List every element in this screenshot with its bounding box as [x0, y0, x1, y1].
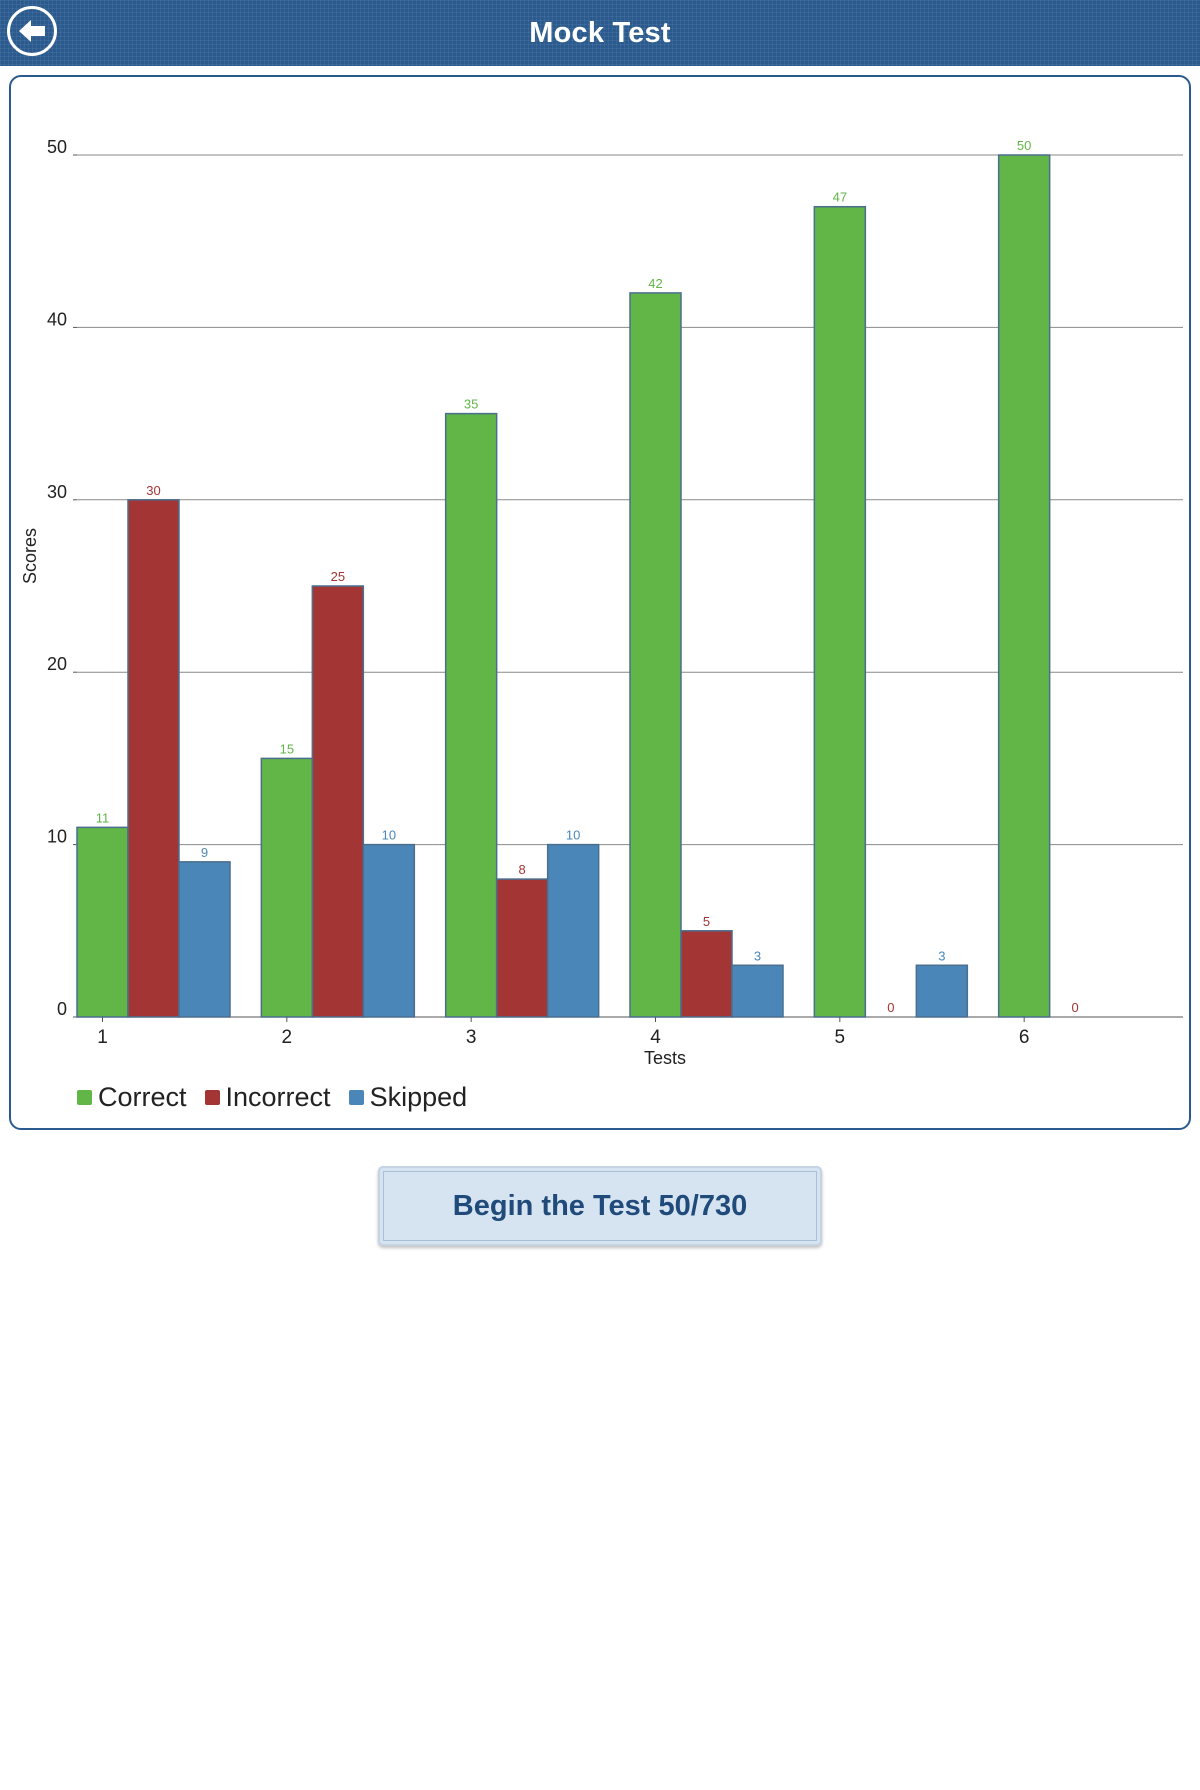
- legend-label-correct: Correct: [98, 1081, 187, 1112]
- legend-swatch-skipped: [348, 1089, 364, 1105]
- legend-label-incorrect: Incorrect: [225, 1081, 331, 1112]
- data-label: 5: [703, 914, 710, 929]
- legend-item-incorrect: Incorrect: [204, 1081, 331, 1113]
- app-header: Mock Test: [0, 0, 1200, 66]
- legend-item-correct: Correct: [77, 1082, 187, 1113]
- bar-correct-5: [813, 205, 867, 1018]
- data-label: 3: [938, 948, 945, 963]
- y-tick-label: 40: [47, 309, 67, 329]
- back-button[interactable]: [7, 6, 57, 56]
- page-title: Mock Test: [529, 17, 671, 49]
- legend-swatch-incorrect: [204, 1089, 220, 1105]
- data-label: 9: [201, 845, 208, 860]
- data-label: 10: [382, 828, 396, 843]
- legend-label-skipped: Skipped: [369, 1081, 468, 1112]
- x-tick-label: 6: [1019, 1027, 1030, 1048]
- legend-swatch-correct: [77, 1089, 92, 1105]
- x-axis-label: Tests: [644, 1048, 686, 1068]
- bar-skipped-1: [178, 861, 231, 1018]
- bar-incorrect-2: [311, 585, 365, 1018]
- chart-legend: Correct Incorrect Skipped: [77, 1079, 467, 1115]
- data-label: 25: [331, 569, 345, 584]
- data-label: 42: [648, 276, 662, 291]
- y-tick-label: 50: [47, 137, 67, 157]
- y-tick-label: 10: [47, 827, 67, 847]
- bar-correct-1: [76, 826, 129, 1018]
- legend-item-skipped: Skipped: [348, 1081, 468, 1113]
- begin-test-button[interactable]: Begin the Test 50/730: [378, 1166, 822, 1246]
- x-tick-label: 2: [282, 1027, 293, 1048]
- data-label: 10: [566, 828, 580, 843]
- data-label: 15: [280, 741, 294, 756]
- bar-skipped-2: [362, 843, 416, 1018]
- data-label: 47: [833, 190, 847, 205]
- data-label: 30: [146, 483, 160, 498]
- data-label: 35: [464, 397, 478, 412]
- back-arrow-icon: [19, 20, 45, 42]
- bar-skipped-3: [546, 843, 600, 1018]
- y-tick-label: 0: [57, 999, 67, 1019]
- x-tick-label: 3: [466, 1027, 477, 1048]
- bar-incorrect-1: [127, 499, 180, 1018]
- bar-incorrect-4: [680, 930, 733, 1018]
- data-label: 0: [1072, 1000, 1079, 1015]
- x-tick-label: 4: [650, 1027, 661, 1048]
- bar-correct-6: [997, 154, 1051, 1018]
- bar-correct-4: [629, 292, 682, 1018]
- data-label: 3: [754, 948, 761, 963]
- y-tick-label: 30: [47, 482, 67, 502]
- bar-correct-3: [444, 412, 498, 1018]
- bar-skipped-5: [915, 964, 969, 1018]
- chart-panel: 0 10 20 30 40 50 11 30 9 1 15 25 10 2 35 8 10 3 42 5 3 4 47 0 3 5…: [9, 75, 1191, 1130]
- x-tick-label: 5: [835, 1027, 846, 1048]
- begin-test-label: Begin the Test 50/730: [452, 1189, 748, 1222]
- bar-chart: 0102030405011309115251023581034253447035…: [20, 137, 1183, 1068]
- data-label: 50: [1017, 138, 1031, 153]
- bar-skipped-4: [731, 964, 784, 1018]
- y-tick-label: 20: [47, 654, 67, 674]
- x-tick-label: 1: [97, 1027, 108, 1048]
- data-label: 8: [519, 862, 526, 877]
- bar-correct-2: [260, 757, 314, 1018]
- bar-incorrect-3: [495, 878, 549, 1018]
- y-axis-label: Scores: [20, 528, 40, 584]
- data-label: 0: [887, 1000, 894, 1015]
- data-label: 11: [96, 810, 110, 825]
